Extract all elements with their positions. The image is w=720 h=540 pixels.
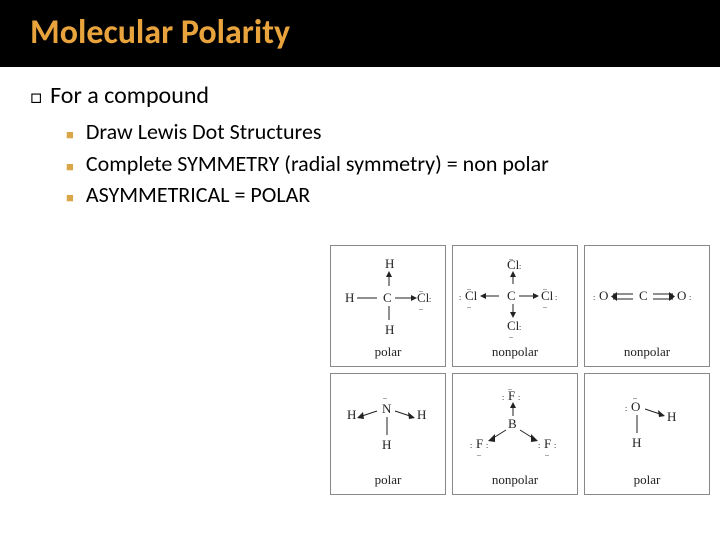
svg-text::: :: [625, 404, 627, 413]
sublist: ■ Draw Lewis Dot Structures ■ Complete S…: [66, 118, 690, 209]
svg-text:O: O: [677, 288, 686, 303]
svg-text:F: F: [508, 388, 515, 403]
svg-text:H: H: [345, 290, 354, 305]
svg-text:C: C: [507, 288, 516, 303]
molecule-diagram: :O C O:: [587, 250, 707, 344]
svg-text::: :: [519, 262, 521, 271]
svg-text:..: ..: [419, 285, 423, 294]
molecule-diagram: ..:F: B :F..: :F..:: [455, 378, 575, 472]
sub-bullet-icon: ■: [66, 160, 74, 176]
svg-text::: :: [689, 293, 691, 302]
svg-text:C: C: [383, 290, 392, 305]
svg-text:H: H: [382, 437, 391, 452]
molecule-cell: .. :O H H polar: [584, 373, 710, 495]
svg-text:O: O: [631, 399, 640, 414]
svg-text:H: H: [385, 322, 394, 337]
level1-text: For a compound: [50, 81, 209, 110]
molecule-diagram: H H C Cl:.... H: [333, 250, 443, 344]
ccl4-icon: ..Cl: :Cl.... C Cl:.... Cl:..: [455, 254, 575, 340]
svg-text::: :: [518, 393, 520, 402]
svg-text:C: C: [639, 288, 648, 303]
svg-text:..: ..: [543, 283, 547, 292]
svg-text::: :: [554, 441, 556, 450]
svg-text:H: H: [667, 409, 676, 424]
co2-icon: :O C O:: [587, 272, 707, 322]
molecule-caption: polar: [634, 472, 661, 488]
svg-text::: :: [519, 323, 521, 332]
svg-text:..: ..: [419, 303, 423, 312]
svg-text:..: ..: [545, 449, 549, 458]
molecule-grid: H H C Cl:.... H polar ..Cl: :Cl.... C: [330, 245, 708, 495]
svg-text::: :: [502, 393, 504, 402]
molecule-caption: polar: [375, 472, 402, 488]
molecule-cell: :O C O: nonpolar: [584, 245, 710, 367]
svg-text::: :: [593, 293, 595, 302]
slide-title: Molecular Polarity: [30, 12, 690, 53]
svg-text:..: ..: [509, 331, 513, 340]
svg-text:..: ..: [477, 449, 481, 458]
svg-text:N: N: [382, 401, 392, 416]
svg-text::: :: [486, 441, 488, 450]
nh3-icon: .. H N H H: [333, 385, 443, 465]
molecule-cell: ..:F: B :F..: :F..: nonpolar: [452, 373, 578, 495]
svg-text:Cl: Cl: [507, 257, 520, 272]
svg-text:..: ..: [543, 301, 547, 310]
list-item-text: ASYMMETRICAL = POLAR: [86, 181, 310, 209]
molecule-cell: ..Cl: :Cl.... C Cl:.... Cl:.. nonpolar: [452, 245, 578, 367]
square-bullet-icon: □: [30, 85, 42, 109]
molecule-caption: nonpolar: [492, 472, 538, 488]
sub-bullet-icon: ■: [66, 191, 74, 207]
svg-text:O: O: [599, 288, 608, 303]
bf3-icon: ..:F: B :F..: :F..:: [460, 382, 570, 468]
bullet-level1: □ For a compound: [30, 81, 690, 110]
content-area: □ For a compound ■ Draw Lewis Dot Struct…: [0, 67, 720, 223]
svg-text:..: ..: [467, 301, 471, 310]
molecule-cell: H H C Cl:.... H polar: [330, 245, 446, 367]
svg-text:B: B: [508, 416, 517, 431]
molecule-caption: polar: [375, 344, 402, 360]
list-item-text: Draw Lewis Dot Structures: [86, 118, 322, 146]
molecule-cell: .. H N H H polar: [330, 373, 446, 495]
svg-text::: :: [429, 295, 431, 304]
svg-text:H: H: [347, 407, 356, 422]
sub-bullet-icon: ■: [66, 128, 74, 144]
list-item-text: Complete SYMMETRY (radial symmetry) = no…: [86, 150, 549, 178]
svg-text::: :: [470, 441, 472, 450]
title-bar: Molecular Polarity: [0, 0, 720, 67]
list-item: ■ ASYMMETRICAL = POLAR: [66, 181, 690, 209]
molecule-diagram: .. H N H H: [333, 378, 443, 472]
molecule-caption: nonpolar: [624, 344, 670, 360]
h2o-icon: .. :O H H: [597, 385, 697, 465]
svg-text::: :: [459, 293, 461, 302]
ch3cl-icon: H H C Cl:.... H: [333, 254, 443, 340]
molecule-diagram: ..Cl: :Cl.... C Cl:.... Cl:..: [455, 250, 575, 344]
list-item: ■ Draw Lewis Dot Structures: [66, 118, 690, 146]
list-item: ■ Complete SYMMETRY (radial symmetry) = …: [66, 150, 690, 178]
svg-text::: :: [538, 441, 540, 450]
svg-text:H: H: [417, 407, 426, 422]
svg-text::: :: [555, 293, 557, 302]
svg-text:..: ..: [467, 283, 471, 292]
molecule-caption: nonpolar: [492, 344, 538, 360]
svg-text:H: H: [632, 435, 641, 450]
molecule-diagram: .. :O H H: [587, 378, 707, 472]
svg-text:..: ..: [383, 392, 387, 401]
svg-text:H: H: [385, 256, 394, 271]
